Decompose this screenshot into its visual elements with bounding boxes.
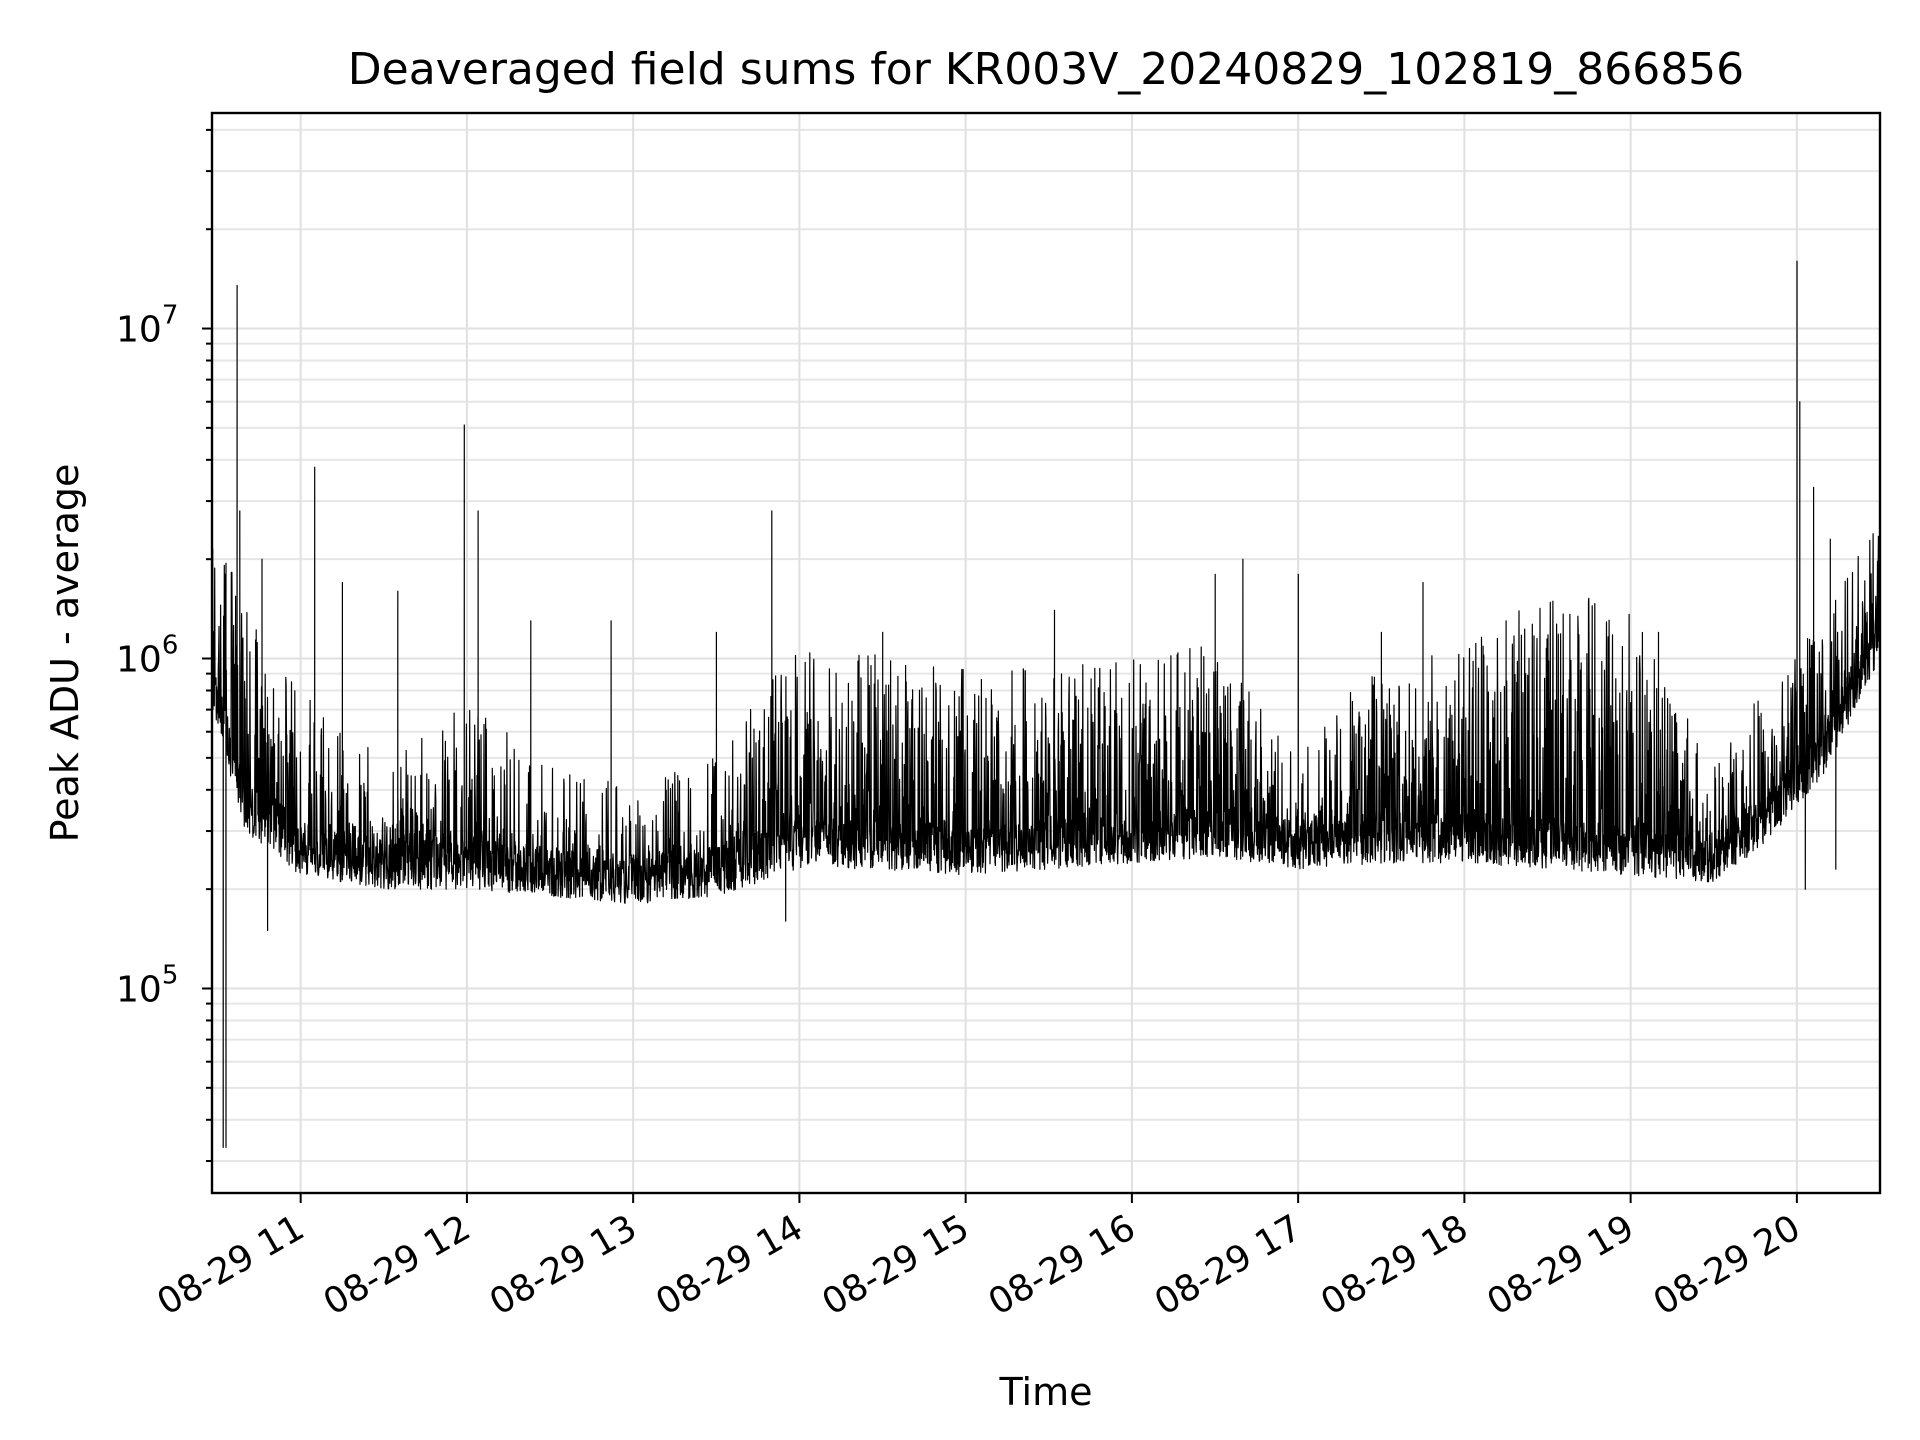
x-tick-label: 08-29 15 xyxy=(815,1207,976,1323)
x-tick-label: 08-29 16 xyxy=(982,1207,1143,1323)
x-tick-label: 08-29 13 xyxy=(483,1207,644,1323)
y-tick-label: 106 xyxy=(116,631,178,681)
x-tick-label: 08-29 12 xyxy=(317,1207,478,1323)
x-tick-label: 08-29 18 xyxy=(1314,1207,1475,1323)
series-layer xyxy=(212,260,1880,1148)
chart-title: Deaveraged field sums for KR003V_2024082… xyxy=(348,44,1744,95)
x-tick-label: 08-29 17 xyxy=(1148,1207,1309,1323)
x-tick-label: 08-29 14 xyxy=(649,1207,810,1323)
series-line xyxy=(212,260,1880,1148)
grid-lines xyxy=(212,113,1880,1193)
x-tick-label: 08-29 20 xyxy=(1647,1207,1808,1323)
x-tick-label: 08-29 11 xyxy=(150,1207,311,1323)
plot-frame xyxy=(210,111,1882,1195)
x-axis-label: Time xyxy=(999,1370,1093,1414)
y-axis-label: Peak ADU - average xyxy=(43,464,87,843)
y-tick-label: 105 xyxy=(116,960,178,1010)
x-tick-label: 08-29 19 xyxy=(1480,1207,1641,1323)
y-tick-label: 107 xyxy=(116,301,178,351)
